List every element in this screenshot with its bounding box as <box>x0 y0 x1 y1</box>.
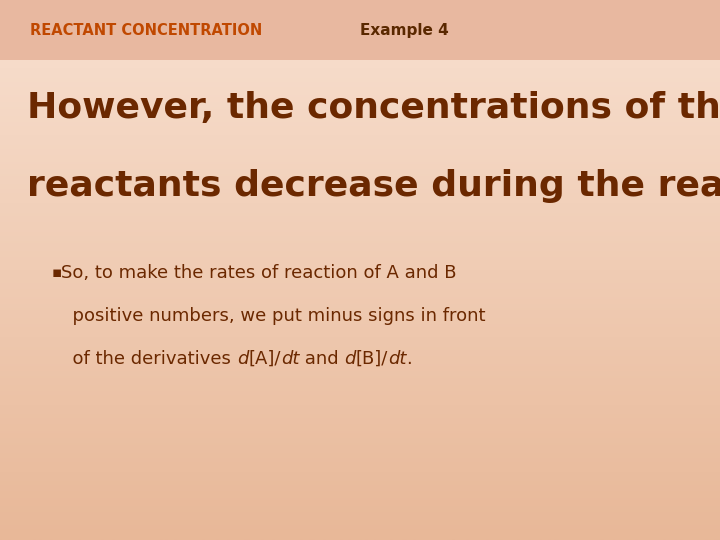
Text: dt: dt <box>388 350 407 368</box>
Text: .: . <box>407 350 413 368</box>
Text: and: and <box>299 350 344 368</box>
Text: [A]/: [A]/ <box>248 350 281 368</box>
Text: So, to make the rates of reaction of A and B: So, to make the rates of reaction of A a… <box>61 264 456 282</box>
Text: ▪: ▪ <box>52 265 62 280</box>
Text: reactants decrease during the reaction.: reactants decrease during the reaction. <box>27 170 720 203</box>
Text: REACTANT CONCENTRATION: REACTANT CONCENTRATION <box>30 23 263 38</box>
Text: positive numbers, we put minus signs in front: positive numbers, we put minus signs in … <box>61 307 486 325</box>
Text: d: d <box>237 350 248 368</box>
Text: However, the concentrations of the: However, the concentrations of the <box>27 91 720 125</box>
Text: dt: dt <box>281 350 299 368</box>
Text: [B]/: [B]/ <box>356 350 388 368</box>
Text: Example 4: Example 4 <box>360 23 449 38</box>
Text: d: d <box>344 350 356 368</box>
Bar <box>0 0 720 60</box>
Text: of the derivatives: of the derivatives <box>61 350 237 368</box>
